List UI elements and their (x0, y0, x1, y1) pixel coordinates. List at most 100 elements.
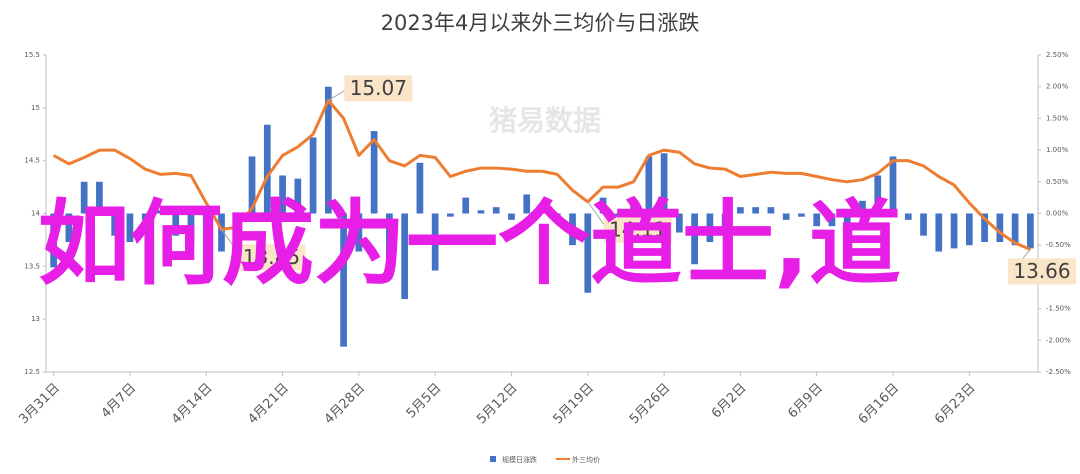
bar (538, 212, 546, 214)
bar (279, 175, 286, 214)
x-tick-label: 5月12日 (474, 381, 521, 428)
bar (370, 131, 378, 214)
bar (569, 213, 576, 246)
bar (386, 213, 393, 262)
bar (126, 213, 134, 243)
bar (630, 203, 637, 214)
y2-tick-label: 2.00% (1046, 83, 1069, 91)
legend-label: 规模日涨跌 (502, 455, 537, 464)
bar (965, 213, 973, 246)
bar (447, 213, 454, 217)
chart-title: 2023年4月以来外三均价与日涨跌 (381, 11, 700, 35)
x-tick-label: 4月28日 (322, 381, 369, 428)
x-tick-label: 5月5日 (404, 381, 445, 422)
x-tick-label: 4月14日 (169, 381, 216, 428)
x-tick-label: 3月31日 (16, 381, 63, 428)
bar (843, 213, 851, 227)
legend-label: 外三均价 (572, 455, 600, 464)
y-tick-label: 13 (31, 315, 40, 323)
y2-tick-label: -2.50% (1046, 368, 1071, 376)
x-tick-label: 6月9日 (785, 381, 826, 422)
bar (172, 213, 180, 236)
data-label-box (1008, 258, 1076, 285)
bar (508, 213, 515, 220)
bar (431, 213, 439, 271)
data-label: 13.66 (1013, 259, 1070, 283)
x-tick-label: 6月23日 (932, 381, 979, 428)
bar (324, 86, 332, 214)
bar (706, 213, 714, 243)
y2-tick-label: -0.50% (1046, 241, 1071, 249)
bar (859, 200, 866, 214)
y-tick-label: 13.5 (24, 262, 40, 270)
bar (889, 156, 897, 214)
bar (660, 153, 668, 214)
bar (599, 197, 607, 214)
bar (218, 213, 225, 252)
bar (950, 213, 958, 249)
bar (645, 156, 653, 214)
bar (584, 213, 592, 293)
y2-tick-label: 1.00% (1046, 146, 1069, 154)
bar (813, 213, 821, 227)
data-label: 15.07 (350, 76, 407, 100)
y2-tick-label: -1.50% (1046, 305, 1071, 313)
bar (1011, 213, 1019, 246)
bar (920, 213, 927, 236)
bar (309, 137, 317, 214)
y2-tick-label: 0.50% (1046, 178, 1069, 186)
bar (477, 210, 485, 214)
y-tick-label: 12.5 (24, 368, 40, 376)
bar (50, 213, 57, 268)
y2-tick-label: 0.00% (1046, 210, 1069, 218)
y-tick-label: 14 (31, 210, 40, 218)
data-label-box (237, 244, 306, 271)
bar (157, 210, 164, 214)
bar (111, 213, 119, 236)
data-label-box (344, 75, 413, 102)
data-label: 14.11 (609, 217, 666, 241)
y-tick-label: 15.5 (24, 51, 40, 59)
bar (233, 213, 241, 220)
bar (202, 213, 210, 284)
bar (462, 197, 470, 214)
x-tick-label: 5月19日 (551, 381, 598, 428)
x-tick-label: 4月7日 (99, 381, 140, 422)
x-tick-label: 4月21日 (245, 381, 292, 428)
bar (553, 213, 561, 224)
bar (523, 194, 531, 214)
bar (141, 213, 149, 220)
bar (798, 213, 805, 217)
bar (737, 207, 744, 214)
y-tick-label: 15 (31, 104, 40, 112)
bar (935, 213, 943, 252)
bar (981, 213, 988, 243)
y2-tick-label: -2.00% (1046, 336, 1071, 344)
y-tick-label: 14.5 (24, 157, 40, 165)
bar (874, 175, 882, 214)
bar (187, 213, 195, 243)
bar (675, 213, 683, 233)
bar (828, 213, 836, 227)
bar (355, 213, 363, 252)
data-label-box (603, 216, 672, 243)
bar (721, 213, 729, 233)
bar (904, 213, 912, 220)
bar (248, 156, 256, 214)
bar (401, 213, 409, 300)
bar (65, 213, 73, 243)
bar (782, 213, 790, 220)
y2-tick-label: 2.50% (1046, 51, 1069, 59)
bar (691, 213, 698, 265)
x-tick-label: 5月26日 (627, 381, 674, 428)
legend-swatch (490, 456, 496, 462)
watermark: 猪易数据 (489, 104, 601, 137)
bar (767, 207, 775, 214)
overlay-text: 如何成为一个道士,道 (38, 190, 901, 297)
bar (996, 213, 1004, 243)
bar (752, 207, 760, 214)
bar (492, 207, 500, 214)
bar (96, 181, 103, 214)
data-label: 13.85 (243, 245, 300, 269)
